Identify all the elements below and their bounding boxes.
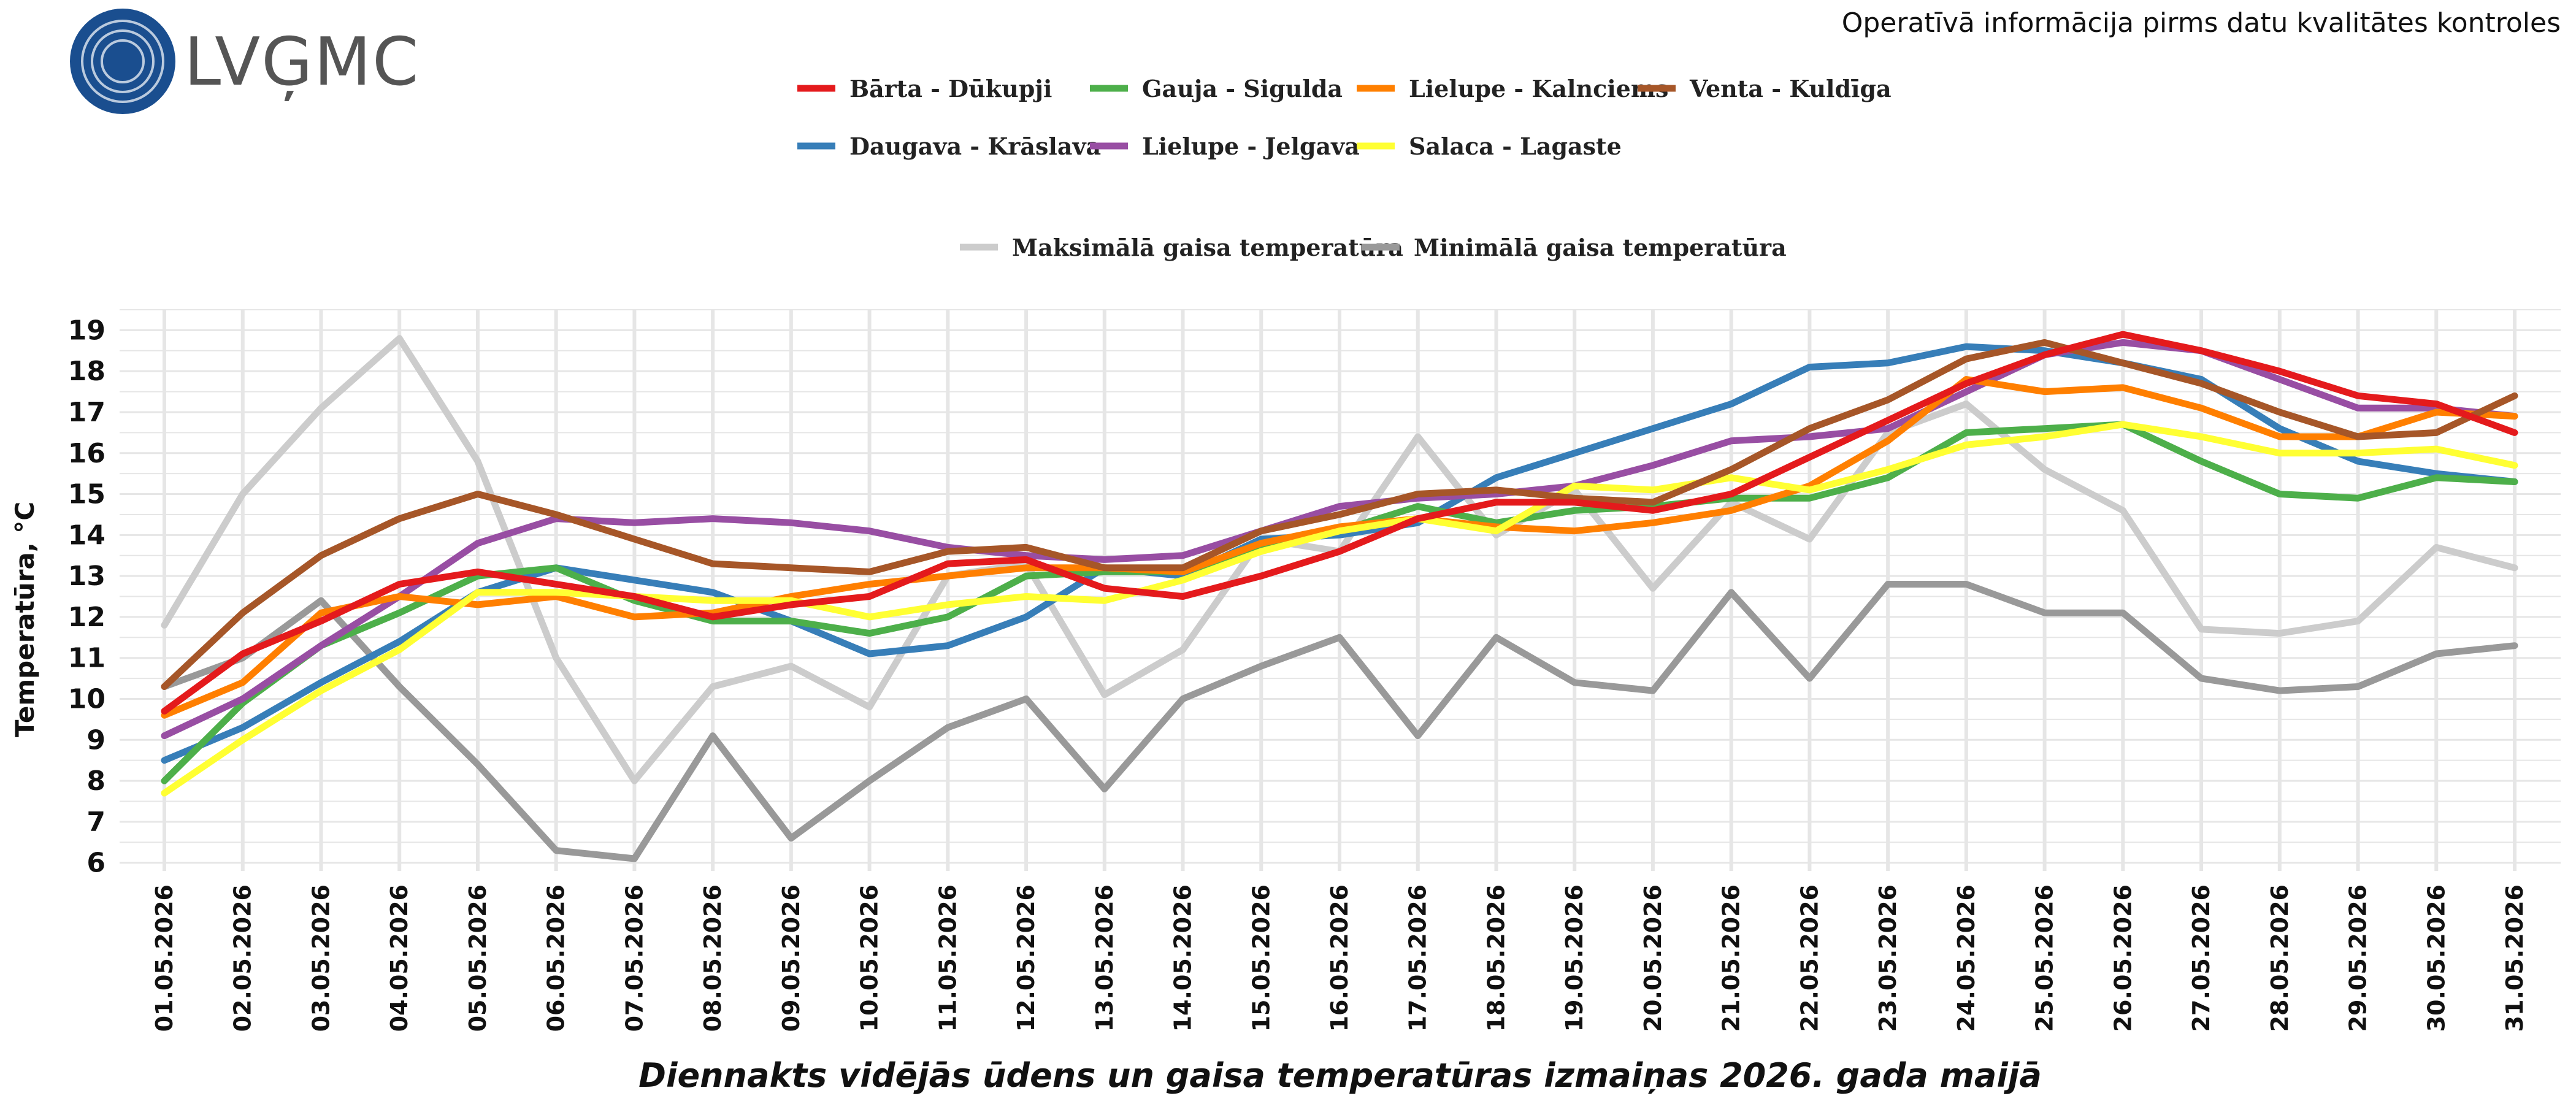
- x-tick-label: 11.05.2026: [934, 884, 961, 1032]
- legend-label: Salaca - Lagaste: [1409, 132, 1622, 160]
- y-tick-label: 9: [86, 724, 105, 756]
- legend-label: Minimālā gaisa temperatūra: [1414, 234, 1787, 261]
- x-tick-label: 21.05.2026: [1718, 884, 1745, 1032]
- x-tick-label: 18.05.2026: [1482, 884, 1509, 1032]
- legend-label: Daugava - Krāslava: [849, 132, 1101, 160]
- x-tick-label: 27.05.2026: [2188, 884, 2215, 1032]
- logo-emblem-icon: [70, 9, 175, 114]
- x-tick-label: 05.05.2026: [464, 884, 491, 1032]
- x-tick-label: 03.05.2026: [307, 884, 334, 1032]
- y-tick-label: 8: [86, 765, 105, 797]
- y-tick-label: 11: [68, 643, 105, 674]
- x-tick-label: 19.05.2026: [1561, 884, 1588, 1032]
- y-axis-label: Temperatūra, °C: [10, 502, 40, 737]
- series-line: [161, 331, 2518, 715]
- series-line: [161, 581, 2518, 862]
- y-tick-label: 12: [68, 602, 105, 633]
- y-tick-label: 10: [68, 683, 105, 715]
- y-tick-label: 15: [68, 479, 105, 510]
- legend-label: Venta - Kuldīga: [1689, 75, 1892, 102]
- y-tick-label: 14: [68, 519, 105, 551]
- x-tick-label: 22.05.2026: [1796, 884, 1823, 1032]
- x-tick-label: 01.05.2026: [151, 884, 178, 1032]
- legend: Bārta - Dūkupji Gauja - Sigulda Lielupe - …: [797, 75, 1892, 261]
- chart-title: Diennakts vidējās ūdens un gaisa tempera…: [638, 1056, 2042, 1095]
- x-tick-label: 15.05.2026: [1248, 884, 1275, 1032]
- x-tick-label: 20.05.2026: [1639, 884, 1666, 1032]
- series-line: [161, 339, 2518, 690]
- y-tick-label: 16: [68, 438, 105, 469]
- legend-label: Lielupe - Kalnciems: [1409, 75, 1668, 102]
- x-tick-label: 17.05.2026: [1405, 884, 1432, 1032]
- x-tick-label: 30.05.2026: [2423, 884, 2450, 1032]
- logo-emblem-ring-icon: [101, 39, 145, 83]
- x-tick-label: 28.05.2026: [2266, 884, 2293, 1032]
- x-tick-label: 29.05.2026: [2345, 884, 2372, 1032]
- x-tick-label: 09.05.2026: [778, 884, 805, 1032]
- x-tick-label: 26.05.2026: [2109, 884, 2136, 1032]
- legend-label: Bārta - Dūkupji: [849, 75, 1052, 102]
- y-tick-label: 6: [86, 848, 105, 879]
- series-lines: [161, 331, 2518, 862]
- x-tick-label: 07.05.2026: [621, 884, 648, 1032]
- y-tick-label: 7: [86, 807, 105, 838]
- y-axis: 6 7 8 9 10 11 12 13 14 15 16 17 18 19: [68, 315, 105, 878]
- x-tick-label: 04.05.2026: [386, 884, 413, 1032]
- x-tick-label: 10.05.2026: [856, 884, 883, 1032]
- logo-emblem-ring-icon: [91, 29, 155, 93]
- y-tick-label: 13: [68, 561, 105, 592]
- x-tick-label: 06.05.2026: [543, 884, 570, 1032]
- x-tick-label: 25.05.2026: [2031, 884, 2058, 1032]
- series-line: [161, 421, 2518, 797]
- logo: LVĢMC: [70, 9, 420, 114]
- x-axis: 01.05.2026 02.05.2026 03.05.2026 04.05.2026…: [151, 884, 2528, 1032]
- legend-label: Gauja - Sigulda: [1142, 75, 1343, 102]
- y-tick-label: 18: [68, 356, 105, 387]
- x-tick-label: 16.05.2026: [1326, 884, 1353, 1032]
- y-tick-label: 17: [68, 397, 105, 428]
- x-tick-label: 14.05.2026: [1170, 884, 1197, 1032]
- x-tick-label: 31.05.2026: [2501, 884, 2528, 1032]
- x-tick-label: 23.05.2026: [1874, 884, 1901, 1032]
- legend-label: Maksimālā gaisa temperatūra: [1012, 234, 1403, 261]
- y-tick-label: 19: [68, 315, 105, 346]
- series-line: [161, 339, 2518, 740]
- legend-label: Lielupe - Jelgava: [1142, 132, 1360, 160]
- logo-emblem-ring-icon: [81, 20, 164, 103]
- header-subtitle: Operatīvā informācija pirms datu kvalitā…: [1842, 7, 2561, 39]
- x-tick-label: 24.05.2026: [1953, 884, 1980, 1032]
- x-tick-label: 13.05.2026: [1091, 884, 1118, 1032]
- x-tick-label: 02.05.2026: [229, 884, 256, 1032]
- series-line: [161, 376, 2518, 719]
- x-tick-label: 08.05.2026: [699, 884, 726, 1032]
- x-tick-label: 12.05.2026: [1013, 884, 1040, 1032]
- logo-text: LVĢMC: [184, 24, 420, 101]
